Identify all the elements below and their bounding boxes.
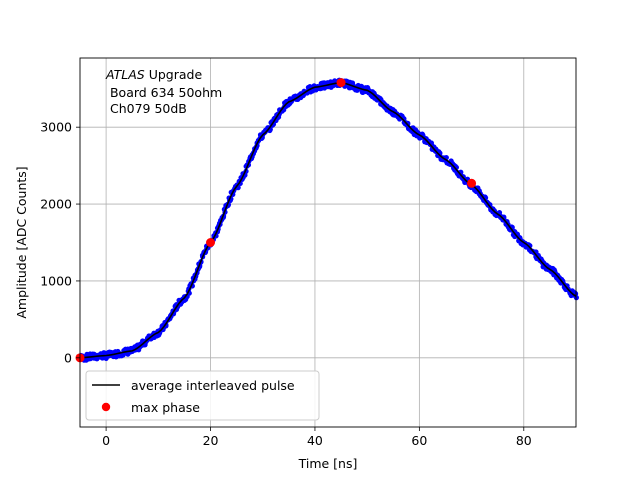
average-pulse-path [79,81,577,359]
annotation-upgrade: Upgrade [145,67,203,82]
x-tick-label: 60 [411,433,427,448]
plot-frame [79,57,577,428]
legend-label-max-phase: max phase [131,400,200,415]
y-tick-label: 0 [64,350,72,365]
max-phase-point [336,78,346,88]
max-phase-points [75,78,477,363]
legend: average interleaved pulse max phase [85,370,320,421]
y-tick-label: 2000 [40,197,72,212]
x-tick-label: 0 [102,433,110,448]
annotation-line-2: Board 634 50ohm [106,85,222,100]
y-axis-label: Amplitude [ADC Counts] [14,166,29,318]
max-phase-point [206,238,216,247]
x-tick-label: 20 [203,433,219,448]
annotation-line-3: Ch079 50dB [106,101,187,116]
legend-marker-swatch [101,402,111,412]
x-axis-label: Time [ns] [298,456,358,471]
x-axis-ticks: 0 20 40 60 80 [102,427,532,448]
average-pulse-line [79,81,577,359]
max-phase-point [467,178,477,188]
annotation-atlas: ATLAS [105,67,145,82]
y-tick-label: 1000 [40,273,72,288]
annotation-line-1: ATLAS Upgrade [105,67,202,82]
legend-box [85,370,320,421]
y-axis-ticks: 0 1000 2000 3000 [40,120,80,365]
y-tick-label: 3000 [40,120,72,135]
x-tick-label: 80 [516,433,532,448]
legend-label-average: average interleaved pulse [131,378,295,393]
x-tick-label: 40 [307,433,323,448]
